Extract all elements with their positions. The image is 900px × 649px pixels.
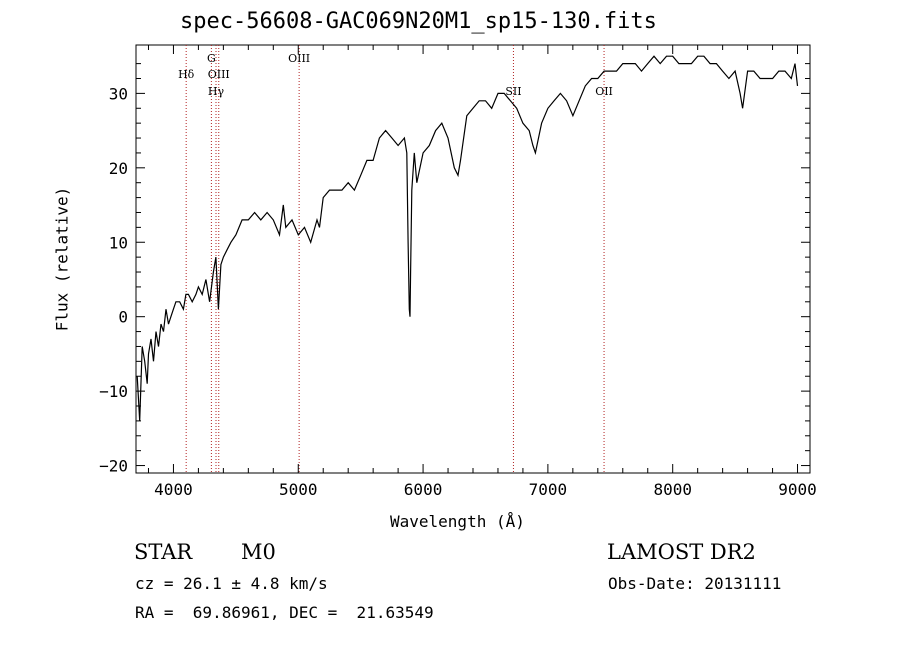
line-marker-label: G [207,52,216,65]
line-marker-label: SII [505,85,521,98]
y-tick-label: −20 [99,457,128,476]
line-labels: Hδ G OIII Hγ OIII SII OII [178,52,613,98]
y-axis-label: Flux (relative) [52,186,72,332]
y-tick-label: 10 [109,233,128,252]
coordinates: RA = 69.86961, DEC = 21.63549 [135,603,434,622]
y-tick-label: 0 [118,308,128,327]
line-markers [185,45,605,473]
y-tick-label: −10 [99,382,128,401]
redshift-cz: cz = 26.1 ± 4.8 km/s [135,574,328,593]
axis-ticks: 4000 5000 6000 7000 8000 9000 −20 −10 0 10 20 30 [99,45,817,499]
observation-date: Obs-Date: 20131111 [608,574,782,593]
x-tick-label: 9000 [778,480,817,499]
y-tick-label: 30 [109,84,128,103]
line-marker-label: OIII [208,68,230,81]
spectrum-line [136,55,799,421]
line-marker-label: Hδ [178,68,195,81]
object-class: STAR [134,540,193,564]
chart-title: spec-56608-GAC069N20M1_sp15-130.fits [180,9,657,34]
object-subclass: M0 [241,540,276,564]
y-tick-label: 20 [109,159,128,178]
line-marker-label: OII [595,85,613,98]
x-tick-label: 6000 [404,480,443,499]
x-tick-label: 5000 [279,480,318,499]
x-tick-label: 8000 [653,480,692,499]
line-marker-label: Hγ [208,85,225,98]
survey-name: LAMOST DR2 [607,540,756,564]
x-tick-label: 4000 [154,480,193,499]
line-marker-label: OIII [288,52,310,65]
x-axis-label: Wavelength (Å) [390,512,525,531]
spectrum-series [136,55,799,421]
x-tick-label: 7000 [529,480,568,499]
